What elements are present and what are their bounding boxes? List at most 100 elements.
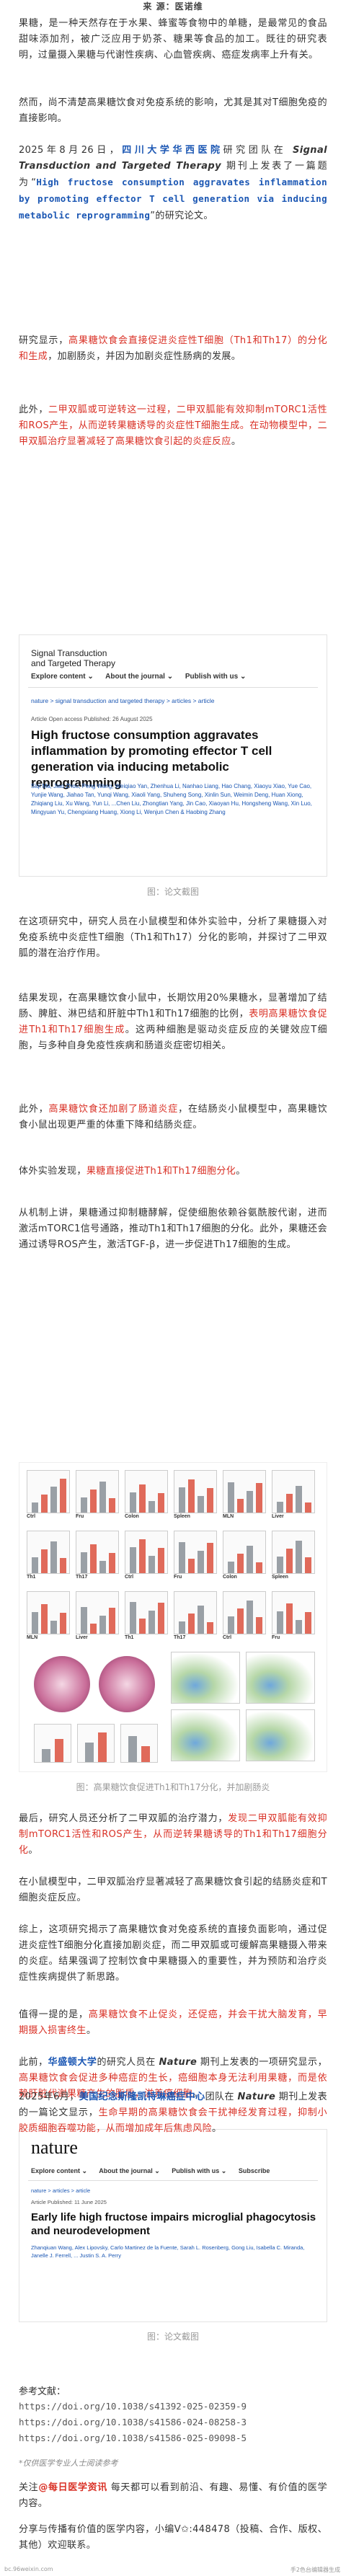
figure-panel <box>120 1724 158 1763</box>
figure-bar <box>305 1502 311 1513</box>
figure-bar <box>158 1548 164 1573</box>
article-title: Early life high fructose impairs microgl… <box>31 2211 316 2237</box>
figure-panel <box>223 1591 266 1634</box>
paragraph-mouse-model: 在小鼠模型中，二甲双胍治疗显著减轻了高果糖饮食引起的结肠炎症和T细胞炎症反应。 <box>19 1877 327 1903</box>
nav-explore[interactable]: Explore content ⌄ <box>31 673 94 681</box>
journal-logo: Signal Transduction and Targeted Therapy <box>31 648 115 668</box>
paragraph-metformin-result: 最后，研究人员还分析了二甲双胍的治疗潜力，发现二甲双胍能有效抑制mTORC1活性… <box>19 1813 327 1856</box>
figure-bar <box>41 1604 48 1634</box>
reference-link[interactable]: https://doi.org/10.1038/s41586-025-09098… <box>19 2433 247 2443</box>
footer: bc.96weixin.com 手2色台编辑器生成 <box>0 2563 346 2576</box>
figure-bar <box>148 1611 155 1634</box>
figure-bar <box>32 1557 38 1573</box>
divider <box>28 687 318 688</box>
author-list[interactable]: Zhanqiuan Wang, Alex Lipovsky, Carlo Mar… <box>31 2244 305 2259</box>
figure-label: Fru <box>76 1514 84 1519</box>
figure-bar <box>90 1490 97 1513</box>
nav-explore[interactable]: Explore content ⌄ <box>31 2167 88 2174</box>
figure-bar <box>99 1616 106 1634</box>
figure-bar <box>109 1553 115 1573</box>
nav-about[interactable]: About the journal ⌄ <box>105 673 174 681</box>
account-handle[interactable]: @每日医学资讯 <box>38 2482 107 2493</box>
figure-bar <box>198 1606 204 1634</box>
figure-bar <box>286 1549 293 1573</box>
figure-bar <box>148 1556 155 1573</box>
flow-plot <box>246 1652 315 1704</box>
figure-bar <box>305 1557 311 1573</box>
figure-bar <box>228 1482 234 1513</box>
figure-panel <box>174 1470 217 1513</box>
article-title: High fructose consumption aggravates inf… <box>31 728 272 789</box>
figure-bar <box>277 1502 283 1513</box>
figure-label: MLN <box>223 1514 234 1519</box>
figure-label: Ctrl <box>27 1514 36 1519</box>
figure-label: Th1 <box>27 1575 36 1580</box>
figure-label: Fru <box>272 1635 280 1640</box>
figure-bar <box>277 1557 283 1573</box>
paragraph-invitro: 体外实验发现，果糖直接促进Th1和Th17细胞分化。 <box>19 1166 246 1177</box>
paragraph-summary: 综上，这项研究揭示了高果糖饮食对免疫系统的直接负面影响，通过促进炎症性T细胞分化… <box>19 1924 327 1983</box>
figure-panel <box>272 1591 315 1634</box>
breadcrumb[interactable]: nature > signal transduction and targete… <box>31 697 215 704</box>
figure-bar <box>179 1621 185 1634</box>
figure-panel <box>223 1470 266 1513</box>
nav-about[interactable]: About the journal ⌄ <box>99 2167 160 2174</box>
nav-publish[interactable]: Publish with us ⌄ <box>172 2167 227 2174</box>
nav-publish[interactable]: Publish with us ⌄ <box>185 673 247 681</box>
figure-bar <box>130 1492 136 1513</box>
caption-paper-1: 图：论文截图 <box>146 887 199 897</box>
journal-name: Signal Transduction and Targeted Therapy <box>19 145 327 172</box>
figure-bar <box>109 1498 115 1513</box>
figure-bar <box>109 1608 115 1634</box>
figure-panel <box>76 1470 119 1513</box>
paragraph-mechanism: 从机制上讲，果糖通过抑制糖酵解，促使细胞依赖谷氨酰胺代谢，进而激活mTORC1信… <box>19 1208 327 1250</box>
nature-logo: nature <box>31 2137 78 2158</box>
reference-link[interactable]: https://doi.org/10.1038/s41392-025-02359… <box>19 2401 247 2412</box>
figure-bar <box>139 1539 146 1573</box>
figure-bar <box>50 1487 57 1513</box>
figure-bar <box>60 1558 66 1573</box>
figure-panel <box>76 1531 119 1574</box>
source-line: 来 源：医诺维 <box>143 1 203 12</box>
paper-screenshot-sttt: Signal Transduction and Targeted Therapy… <box>19 634 327 877</box>
figure-panel <box>272 1531 315 1574</box>
figure-bar <box>198 1551 204 1573</box>
figure-bar <box>237 1554 244 1573</box>
figure-label: Spleen <box>174 1514 190 1519</box>
figure-panel <box>34 1724 71 1763</box>
figure-bar <box>277 1611 283 1634</box>
figure-bar <box>237 1608 244 1634</box>
journal-nav: Explore content ⌄ About the journal ⌄ Pu… <box>31 673 256 681</box>
figure-label: Liver <box>272 1514 284 1519</box>
figure-label: MLN <box>27 1635 38 1640</box>
figure-bar <box>188 1559 195 1573</box>
paragraph-results: 结果发现，在高果糖饮食小鼠中，长期饮用20%果糖水，显著增加了结肠、脾脏、淋巴结… <box>19 993 328 1051</box>
figure-bar <box>42 1749 50 1762</box>
figure-bar <box>81 1552 87 1573</box>
footer-right: 手2色台编辑器生成 <box>290 2567 340 2573</box>
figure-bar <box>188 1479 195 1513</box>
figure-panel <box>223 1531 266 1574</box>
breadcrumb[interactable]: nature > articles > article <box>31 2187 91 2194</box>
reference-link[interactable]: https://doi.org/10.1038/s41586-024-08258… <box>19 2417 247 2427</box>
figure-bar <box>286 1494 293 1513</box>
paragraph-metformin: 此外，二甲双胍或可逆转这一过程，二甲双胍能有效抑制mTORC1活性和ROS产生，… <box>19 404 328 447</box>
figure-bar <box>60 1613 66 1634</box>
paper-title: High fructose consumption aggravates inf… <box>19 177 327 221</box>
nav-subscribe[interactable]: Subscribe <box>238 2167 270 2174</box>
author-list[interactable]: Siqi Ma, Jiao Zhou, Peng Wang, Weiqiao Y… <box>31 783 312 815</box>
figure-label: Th1 <box>125 1635 134 1640</box>
figure-bar <box>50 1621 57 1634</box>
figure-bar <box>158 1493 164 1513</box>
research-figure: Ctrl Fru Colon Spleen MLN Liver Th1 Th17 Ctrl Fru… <box>19 1462 327 1772</box>
figure-bar <box>247 1546 253 1573</box>
figure-label: Th17 <box>174 1635 186 1640</box>
paragraph-msk: 2025年6月，美国纪念斯隆凯特琳癌症中心团队在 Nature 期刊上发表的一篇… <box>19 2092 327 2134</box>
figure-bar <box>158 1603 164 1634</box>
team-name: 四川大学华西医院 <box>122 145 223 156</box>
figure-panel <box>27 1531 70 1574</box>
figure-bar <box>130 1602 136 1634</box>
figure-bar <box>237 1499 244 1513</box>
article-meta: Article Published: 11 June 2025 <box>31 2199 107 2205</box>
figure-bar <box>179 1542 185 1573</box>
